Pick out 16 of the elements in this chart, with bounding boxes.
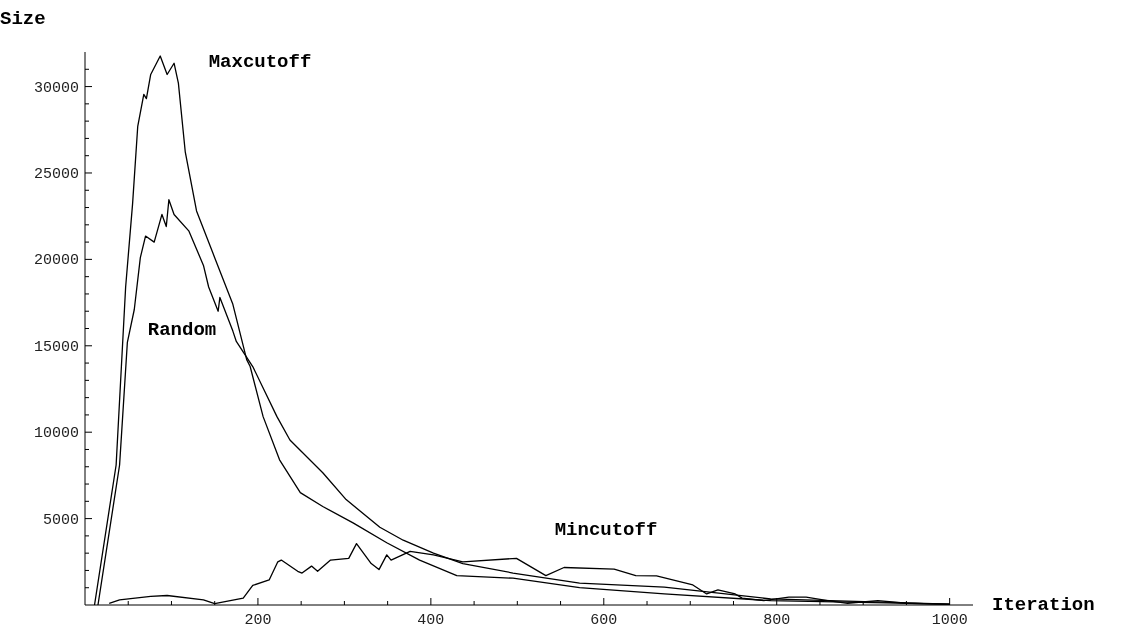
x-tick-label: 200 — [244, 612, 272, 629]
y-tick-label: 30000 — [33, 79, 79, 97]
y-tick-label: 25000 — [33, 165, 79, 183]
y-tick-label: 15000 — [33, 338, 79, 356]
series-label: Maxcutoff — [208, 51, 312, 73]
x-tick-label: 1000 — [931, 612, 968, 629]
x-tick-label: 400 — [417, 612, 445, 629]
y-tick-label: 20000 — [33, 252, 79, 270]
y-axis-title: Size — [0, 8, 46, 30]
x-tick-label: 800 — [763, 612, 791, 629]
y-tick-label: 10000 — [33, 425, 79, 443]
series-label: Random — [147, 319, 217, 341]
x-tick-label: 600 — [590, 612, 618, 629]
x-axis-title: Iteration — [992, 594, 1095, 616]
y-tick-label: 5000 — [42, 511, 79, 529]
series-label: Mincutoff — [554, 519, 658, 541]
